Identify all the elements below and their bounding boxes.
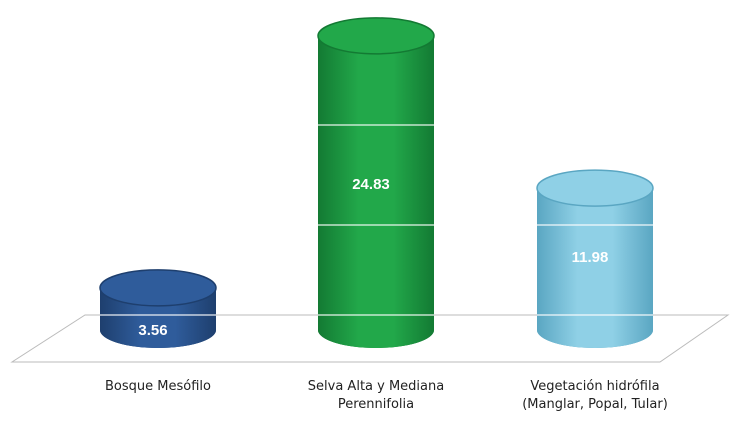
bar-bottom-curve xyxy=(537,330,653,348)
value-label-2: 24.83 xyxy=(352,176,390,193)
bar-top xyxy=(317,17,435,55)
bar-body xyxy=(537,188,653,330)
category-label-3: Vegetación hidrófila (Manglar, Popal, Tu… xyxy=(522,379,668,412)
category-label-1: Bosque Mesófilo xyxy=(105,379,211,394)
bar-body xyxy=(318,35,434,331)
bar-top xyxy=(99,269,217,307)
bars-group: 3.56 24.83 11.98 xyxy=(99,17,654,348)
chart-floor xyxy=(10,314,730,363)
category-label-2: Selva Alta y Mediana Perennifolia xyxy=(307,379,445,412)
bar-top xyxy=(536,169,654,207)
bar-2: 24.83 xyxy=(317,17,435,348)
bar-3: 11.98 xyxy=(536,169,654,348)
bar-1: 3.56 xyxy=(99,269,217,348)
value-label-3: 11.98 xyxy=(572,249,609,266)
value-label-1: 3.56 xyxy=(138,322,167,339)
bar-bottom-curve xyxy=(100,330,216,348)
floor-plane xyxy=(10,314,730,363)
bar-bottom-curve xyxy=(318,330,434,348)
